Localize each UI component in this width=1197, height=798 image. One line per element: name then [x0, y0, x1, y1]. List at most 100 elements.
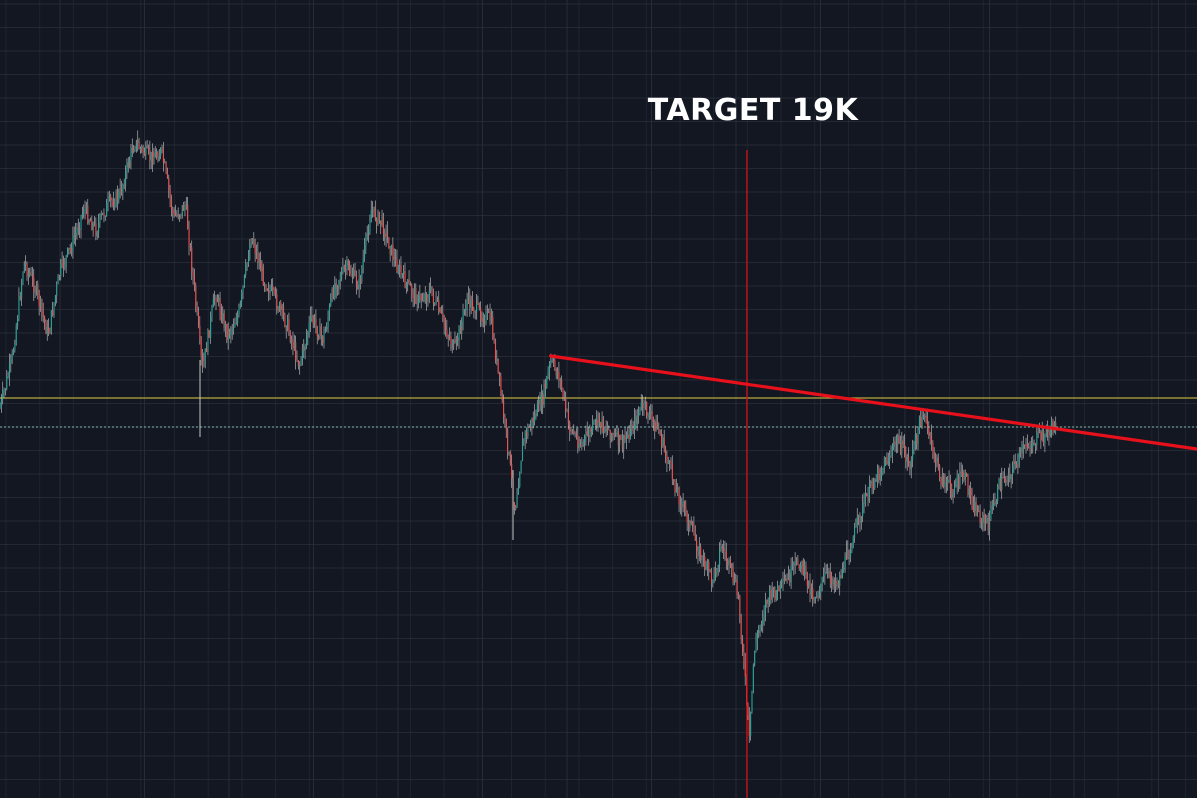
candle-body [18, 296, 20, 319]
candle-body [216, 301, 218, 303]
candle-body [50, 310, 52, 330]
candle-body [766, 599, 768, 604]
candle-body [848, 557, 850, 560]
candle-body [759, 625, 761, 631]
candle-body [328, 305, 330, 318]
candle-body [1049, 429, 1051, 436]
candle-body [170, 198, 173, 210]
candle-body [708, 561, 710, 571]
candle-body [111, 200, 113, 202]
candle-body [604, 428, 606, 432]
candle-body [916, 434, 918, 445]
candle-body [724, 550, 726, 552]
candle-body [115, 191, 117, 207]
candle-body [593, 420, 595, 422]
candle-body [173, 213, 175, 215]
candle-body [650, 411, 652, 414]
candle-body [899, 442, 902, 454]
candle-body [293, 342, 295, 349]
candle-body [343, 266, 345, 269]
candle-body [805, 565, 807, 573]
candle-body [439, 308, 441, 312]
candle-body [605, 428, 607, 432]
candle-body [756, 633, 758, 643]
candle-body [879, 473, 881, 480]
candle-body [486, 311, 488, 313]
candle-body [941, 473, 943, 485]
candle-body [261, 266, 263, 272]
candle-body [590, 428, 592, 432]
candle-body [1022, 444, 1024, 454]
candle-body [812, 588, 814, 600]
candle-body [763, 613, 765, 619]
candle-body [866, 493, 868, 497]
candle-body [274, 289, 276, 295]
candle-body [891, 447, 893, 455]
candle-body [569, 422, 571, 432]
candle-body [369, 222, 371, 233]
candle-body [465, 308, 467, 310]
candle-body [54, 295, 56, 303]
candle-body [837, 584, 839, 586]
candle-body [418, 293, 420, 304]
candle-body [121, 187, 123, 194]
candle-body [407, 279, 409, 284]
candle-body [893, 441, 895, 448]
candle-body [821, 577, 823, 585]
candle-body [241, 292, 243, 303]
candle-body [381, 216, 383, 226]
candle-body [531, 417, 533, 428]
candle-body [588, 434, 590, 437]
candle-body [825, 572, 827, 574]
candle-body [77, 227, 79, 230]
candle-body [751, 690, 753, 712]
candle-body [737, 594, 740, 596]
candle-body [463, 309, 465, 311]
candle-body [287, 319, 289, 331]
candle-body [46, 327, 48, 334]
candle-body [655, 420, 657, 432]
candle-body [1034, 444, 1037, 446]
candle-body [701, 555, 703, 561]
candle-body [1010, 475, 1012, 480]
candle-body [589, 428, 591, 437]
candle-body [877, 468, 879, 482]
candle-body [648, 413, 650, 418]
candle-body [651, 411, 653, 418]
candle-body [295, 342, 297, 360]
candle-body [218, 297, 220, 302]
candle-body [104, 216, 106, 218]
candle-body [863, 502, 865, 504]
candle-body [413, 288, 416, 298]
candle-body [554, 360, 556, 369]
candle-body [543, 383, 545, 405]
candle-body [15, 326, 17, 345]
candle-body [408, 279, 410, 284]
candle-body [995, 501, 997, 505]
candle-body [409, 283, 411, 287]
candle-body [297, 360, 299, 367]
candle-body [671, 464, 673, 480]
annotation-target-label: TARGET 19K [648, 93, 860, 128]
candle-body [796, 559, 798, 562]
candle-body [80, 215, 82, 229]
candle-body [1012, 466, 1014, 476]
candle-body [377, 211, 379, 225]
candle-body [64, 264, 66, 268]
candle-body [300, 359, 302, 365]
candle-body [94, 223, 96, 225]
candle-body [697, 551, 699, 557]
candle-body [624, 435, 626, 440]
candle-body [100, 214, 102, 216]
candle-body [56, 284, 58, 296]
candle-body [272, 286, 274, 290]
candle-body [478, 303, 480, 308]
candle-body [299, 364, 301, 367]
candle-body [229, 330, 231, 336]
candle-body [493, 338, 495, 341]
candle-body [739, 595, 741, 617]
candle-body [332, 289, 335, 298]
candle-body [145, 146, 147, 156]
candle-body [516, 494, 518, 507]
